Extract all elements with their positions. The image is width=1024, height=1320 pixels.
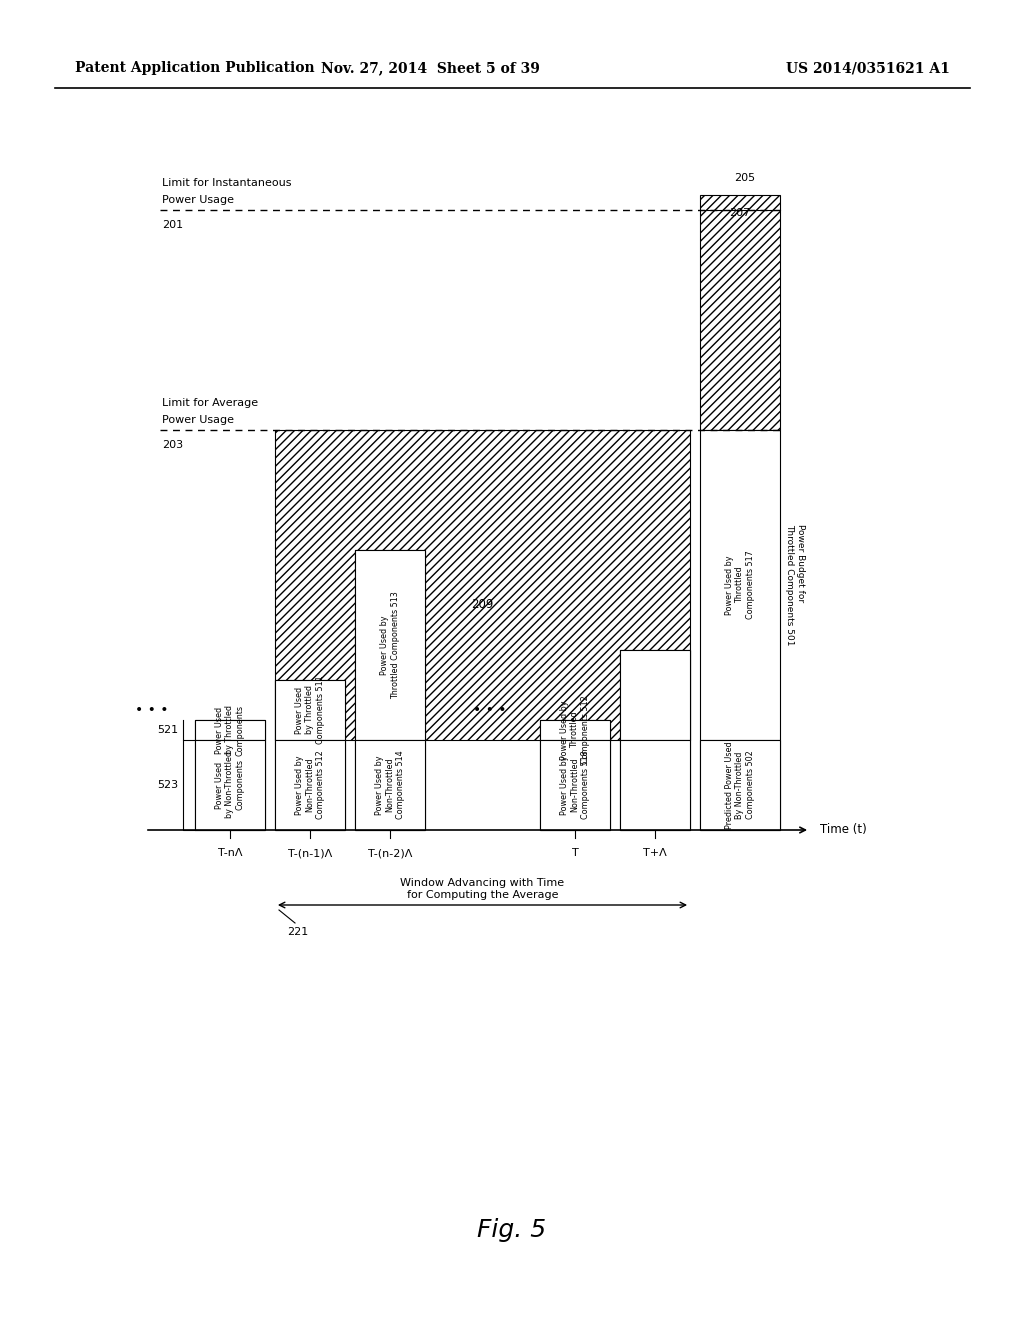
Text: Window Advancing with Time
for Computing the Average: Window Advancing with Time for Computing… xyxy=(400,878,564,900)
Text: Limit for Instantaneous: Limit for Instantaneous xyxy=(162,178,292,187)
Text: US 2014/0351621 A1: US 2014/0351621 A1 xyxy=(786,61,950,75)
Text: 521: 521 xyxy=(157,725,178,735)
Text: Limit for Average: Limit for Average xyxy=(162,399,258,408)
Text: 207: 207 xyxy=(729,207,751,218)
Bar xyxy=(275,680,345,741)
Text: 201: 201 xyxy=(162,220,183,230)
Text: • • •: • • • xyxy=(135,704,169,717)
Bar xyxy=(195,719,265,741)
Text: Time (t): Time (t) xyxy=(820,824,866,837)
Text: Power Used by
Throttled
Components 517: Power Used by Throttled Components 517 xyxy=(725,550,755,619)
Bar xyxy=(275,680,345,741)
Bar xyxy=(540,741,610,830)
Bar xyxy=(355,741,425,830)
Bar xyxy=(620,741,690,830)
Text: Power Used by
Throttled Components 513: Power Used by Throttled Components 513 xyxy=(380,591,399,698)
Bar xyxy=(275,430,690,741)
Bar xyxy=(540,719,610,741)
Text: T+Λ: T+Λ xyxy=(643,847,667,858)
Text: Power Budget for
Throttled Components 501: Power Budget for Throttled Components 50… xyxy=(785,524,805,645)
Bar xyxy=(540,719,610,741)
Text: T-nΛ: T-nΛ xyxy=(218,847,243,858)
Bar xyxy=(700,430,780,741)
Text: T-(n-2)Λ: T-(n-2)Λ xyxy=(368,847,413,858)
Text: Power Usage: Power Usage xyxy=(162,195,234,205)
Bar xyxy=(275,741,345,830)
Bar xyxy=(355,741,425,830)
Text: Power Used by
Non-Throttled
Components 514: Power Used by Non-Throttled Components 5… xyxy=(375,751,404,820)
Bar xyxy=(195,741,265,830)
Bar xyxy=(700,741,780,830)
Text: T-(n-1)Λ: T-(n-1)Λ xyxy=(288,847,332,858)
Bar xyxy=(620,649,690,741)
Text: Power Usage: Power Usage xyxy=(162,414,234,425)
Text: Predicted Power Used
By Non-Throttled
Components 502: Predicted Power Used By Non-Throttled Co… xyxy=(725,742,755,829)
Bar xyxy=(275,741,345,830)
Text: Power Used by
Non-Throttled
Components 518: Power Used by Non-Throttled Components 5… xyxy=(560,751,590,820)
Text: Power Used
by Throttled
Components: Power Used by Throttled Components xyxy=(215,705,245,755)
Text: Power Used
by Throttled
Components 511: Power Used by Throttled Components 511 xyxy=(295,676,325,744)
Text: • • •: • • • xyxy=(473,704,507,717)
Text: Power Used by
Non-Throttled
Components 512: Power Used by Non-Throttled Components 5… xyxy=(295,751,325,820)
Bar xyxy=(700,195,780,430)
Bar xyxy=(540,741,610,830)
Text: 209: 209 xyxy=(471,598,494,611)
Text: Fig. 5: Fig. 5 xyxy=(477,1218,547,1242)
Text: 205: 205 xyxy=(734,173,756,183)
Text: Nov. 27, 2014  Sheet 5 of 39: Nov. 27, 2014 Sheet 5 of 39 xyxy=(321,61,540,75)
Text: Patent Application Publication: Patent Application Publication xyxy=(75,61,314,75)
Text: 203: 203 xyxy=(162,440,183,450)
Text: Power Used
by Non-Throttled
Components: Power Used by Non-Throttled Components xyxy=(215,751,245,818)
Bar xyxy=(195,719,265,741)
Text: 221: 221 xyxy=(287,927,308,937)
Text: T: T xyxy=(571,847,579,858)
Bar xyxy=(355,550,425,741)
Bar xyxy=(620,649,690,741)
Text: 523: 523 xyxy=(157,780,178,789)
Bar xyxy=(195,741,265,830)
Bar xyxy=(700,741,780,830)
Text: Power Used by
Throttled
Components 512: Power Used by Throttled Components 512 xyxy=(560,696,590,764)
Bar xyxy=(355,550,425,741)
Bar xyxy=(620,741,690,830)
